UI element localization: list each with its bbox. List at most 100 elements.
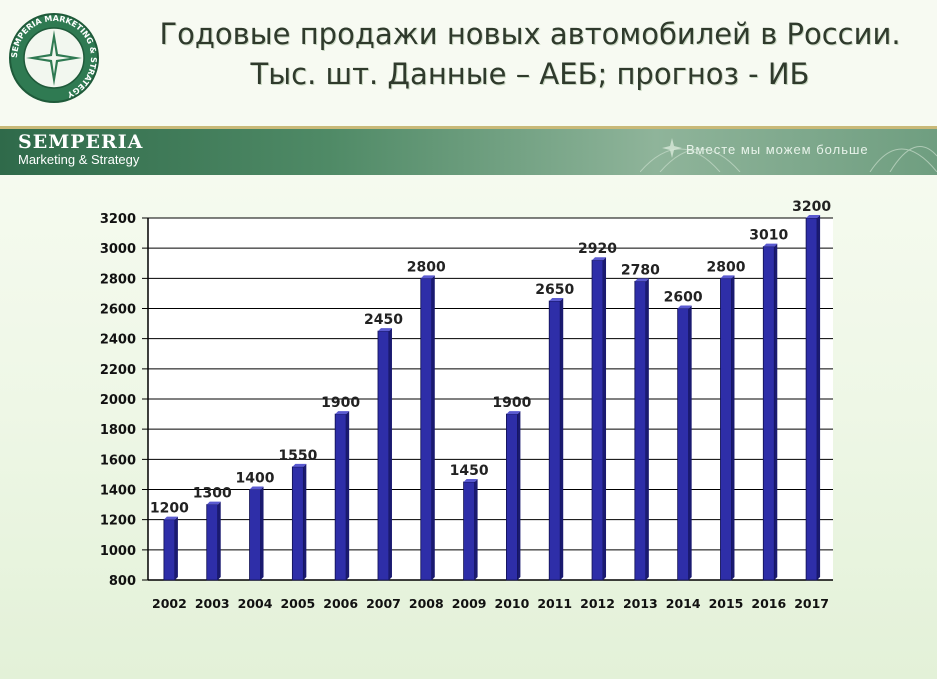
bar-side-2017	[817, 215, 821, 580]
x-tick-label: 2008	[409, 596, 444, 611]
x-tick-label: 2009	[452, 596, 487, 611]
x-tick-label: 2002	[152, 596, 187, 611]
data-label: 2780	[621, 262, 660, 278]
x-tick-label: 2005	[280, 596, 315, 611]
bar-top-2008	[420, 275, 435, 279]
page-title: Годовые продажи новых автомобилей в Росс…	[130, 14, 930, 94]
title-line-2: Тыс. шт. Данные – АЕБ; прогноз - ИБ	[250, 57, 810, 91]
y-tick-label: 2600	[100, 303, 136, 318]
bar-2013	[634, 280, 647, 581]
bar-2016	[762, 246, 775, 581]
bar-top-2006	[335, 411, 350, 415]
bar-top-2014	[677, 305, 692, 309]
data-label: 2920	[578, 241, 617, 257]
data-label: 2450	[364, 312, 403, 328]
x-tick-label: 2010	[495, 596, 530, 611]
data-label: 3200	[792, 199, 831, 215]
bar-2007	[377, 330, 390, 581]
bar-top-2017	[806, 215, 821, 218]
data-label: 1550	[278, 448, 317, 464]
data-label: 2800	[407, 259, 446, 275]
y-tick-label: 1600	[100, 453, 136, 468]
bar-2009	[463, 481, 475, 581]
bar-2017	[805, 217, 818, 581]
x-tick-label: 2013	[623, 596, 658, 611]
y-tick-label: 1800	[100, 423, 136, 438]
x-tick-label: 2004	[238, 596, 273, 611]
data-label: 1400	[236, 471, 275, 487]
bar-top-2012	[592, 257, 607, 261]
data-label: 1200	[150, 501, 189, 517]
y-tick-label: 1400	[100, 484, 136, 499]
bar-top-2003	[206, 501, 221, 505]
bar-top-2013	[634, 278, 649, 282]
data-label: 1900	[492, 395, 531, 411]
bar-side-2004	[260, 486, 264, 580]
brand-block: SEMPERIA Marketing & Strategy	[18, 131, 143, 167]
bar-side-2011	[560, 297, 564, 580]
bar-side-2010	[517, 411, 521, 580]
bar-side-2005	[303, 463, 307, 580]
bar-2004	[249, 489, 261, 581]
brand-subtitle: Marketing & Strategy	[18, 152, 140, 167]
bar-side-2008	[431, 275, 435, 580]
brand-band	[0, 126, 937, 175]
semperia-logo: SEMPERIA MARKETING & STRATEGY	[9, 13, 99, 103]
y-tick-label: 2000	[100, 393, 136, 408]
x-tick-label: 2011	[537, 596, 572, 611]
data-label: 1300	[193, 486, 232, 502]
data-label: 2800	[706, 259, 745, 275]
x-tick-label: 2014	[666, 596, 701, 611]
bar-side-2015	[731, 275, 735, 580]
bar-side-2016	[774, 243, 778, 581]
x-tick-label: 2012	[580, 596, 615, 611]
bar-2006	[334, 413, 347, 581]
brand-name: SEMPERIA	[18, 131, 144, 153]
slogan-text: Вместе мы можем больше	[686, 142, 869, 157]
bar-2003	[206, 504, 219, 581]
bar-2008	[420, 277, 433, 581]
bar-side-2009	[474, 478, 478, 580]
title-line-1: Годовые продажи новых автомобилей в Росс…	[159, 17, 901, 51]
x-tick-label: 2016	[751, 596, 786, 611]
bar-top-2005	[292, 463, 307, 467]
x-tick-label: 2015	[709, 596, 744, 611]
data-label: 1450	[450, 463, 489, 479]
bar-2012	[591, 259, 604, 581]
bar-top-2002	[163, 516, 178, 520]
bar-2014	[677, 308, 690, 581]
bar-2011	[548, 300, 561, 581]
x-tick-label: 2007	[366, 596, 401, 611]
y-tick-label: 3000	[100, 242, 136, 257]
bar-top-2016	[763, 243, 778, 247]
data-label: 3010	[749, 228, 788, 244]
y-tick-label: 1200	[100, 514, 136, 529]
bar-side-2006	[346, 411, 350, 580]
x-tick-label: 2006	[323, 596, 358, 611]
data-label: 2600	[664, 290, 703, 306]
bar-top-2010	[506, 411, 521, 415]
data-label: 2650	[535, 282, 574, 298]
bar-side-2007	[388, 328, 392, 580]
bar-top-2007	[377, 328, 392, 332]
ornament-decoration	[640, 138, 937, 172]
bar-top-2015	[720, 275, 735, 279]
x-tick-label: 2017	[794, 596, 829, 611]
header-area	[0, 0, 937, 124]
bar-top-2004	[249, 486, 264, 490]
bar-2002	[163, 519, 176, 581]
bar-2010	[506, 413, 518, 581]
bar-2005	[291, 466, 304, 581]
y-tick-label: 2200	[100, 363, 136, 378]
bar-side-2003	[217, 501, 221, 580]
bar-2015	[720, 277, 732, 581]
y-tick-label: 2800	[100, 272, 136, 287]
x-tick-label: 2003	[195, 596, 230, 611]
bar-side-2014	[688, 305, 692, 580]
bar-top-2011	[549, 297, 564, 301]
bar-side-2012	[603, 257, 607, 580]
bar-side-2013	[645, 278, 649, 580]
data-label: 1900	[321, 395, 360, 411]
y-tick-label: 3200	[100, 212, 136, 227]
